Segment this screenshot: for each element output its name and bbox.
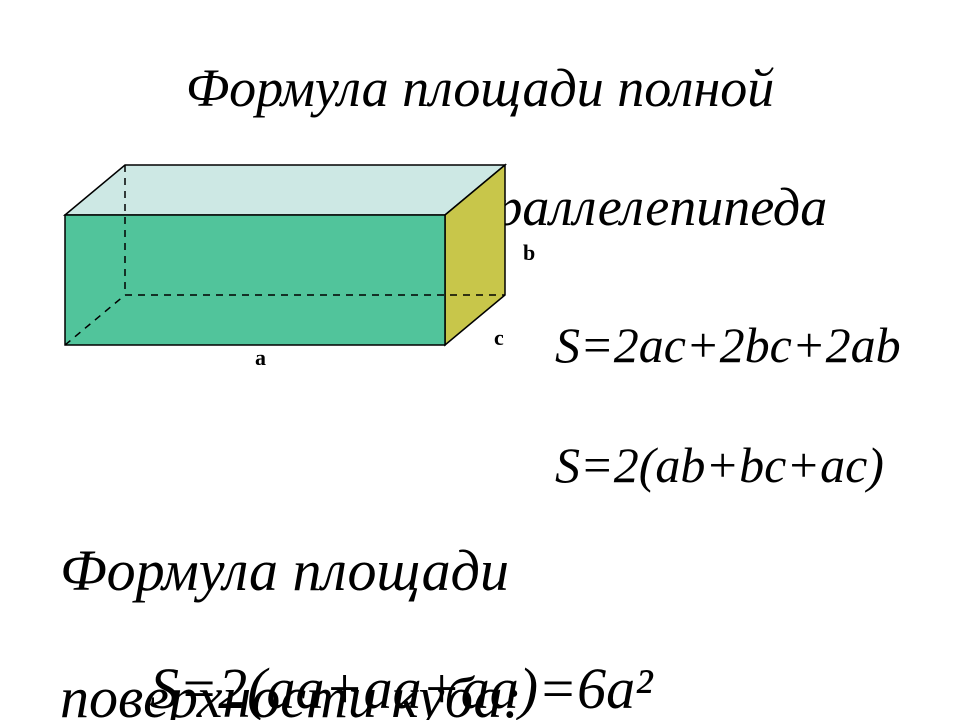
parallelepiped-diagram <box>55 155 515 355</box>
dimension-label-a: a <box>255 345 266 371</box>
formula-line1: S=2ac+2bc+2ab <box>555 317 901 373</box>
top-face <box>65 165 505 215</box>
surface-area-formulas: S=2ac+2bc+2ab S=2(ab+bc+ac) <box>555 255 901 495</box>
parallelepiped-svg <box>55 155 515 355</box>
front-face <box>65 215 445 345</box>
dimension-label-b: b <box>523 240 535 266</box>
formula-line2: S=2(ab+bc+ac) <box>555 437 884 493</box>
cube-formula: S=2(aa+aa+aa)=6a² <box>150 655 653 720</box>
title-line1: Формула площади полной <box>186 58 775 118</box>
slide: Формула площади полной поверхности парал… <box>0 0 960 720</box>
cube-heading-line1: Формула площади <box>60 538 509 603</box>
dimension-label-c: c <box>494 325 504 351</box>
